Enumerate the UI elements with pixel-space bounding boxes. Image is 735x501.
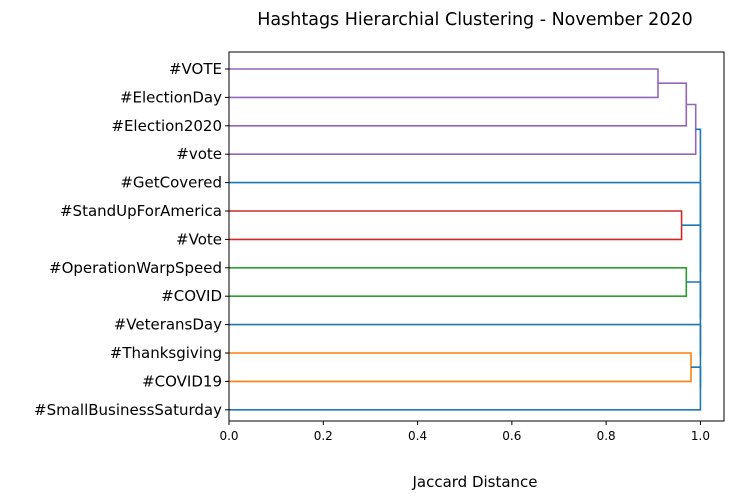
leaf-label: #Election2020 (111, 117, 222, 135)
dendrogram-link (229, 352, 692, 383)
dendrogram-link (229, 366, 702, 411)
leaf-label: #VeteransDay (114, 316, 222, 334)
dendrogram-link (229, 181, 702, 273)
leaf-label: #Vote (176, 230, 222, 248)
leaf-label: #ElectionDay (120, 88, 222, 106)
x-tick-label: 0.8 (597, 429, 616, 443)
x-tick-label: 0.2 (314, 429, 333, 443)
leaf-label: #GetCovered (120, 174, 222, 192)
leaf-label: #COVID19 (142, 372, 222, 390)
dendrogram-links (229, 68, 702, 411)
x-axis-ticks: 0.0 0.2 0.4 0.6 0.8 1.0 (219, 421, 710, 443)
x-tick-label: 0.4 (408, 429, 427, 443)
leaf-label: #OperationWarpSpeed (49, 259, 222, 277)
dendrogram-link (229, 267, 688, 297)
leaf-label: #VOTE (169, 60, 222, 78)
dendrogram-link (229, 68, 659, 99)
dendrogram-link (229, 82, 688, 127)
leaf-label: #SmallBusinessSaturday (34, 401, 222, 419)
dendrogram-link (686, 281, 702, 357)
leaf-labels: #VOTE #ElectionDay #Election2020 #vote #GetC… (34, 60, 229, 419)
dendrogram-link (229, 323, 702, 389)
x-tick-label: 0.6 (502, 429, 521, 443)
plot-frame (228, 51, 725, 422)
x-tick-label: 0.0 (219, 429, 238, 443)
leaf-label: #COVID (161, 287, 222, 305)
x-tick-label: 1.0 (691, 429, 710, 443)
dendrogram-link (695, 128, 702, 228)
chart-title: Hashtags Hierarchial Clustering - Novemb… (257, 10, 692, 30)
dendrogram-link (681, 224, 702, 320)
leaf-label: #Thanksgiving (110, 344, 222, 362)
dendrogram-link (229, 210, 683, 241)
leaf-label: #StandUpForAmerica (60, 202, 222, 220)
leaf-label: #vote (176, 145, 222, 163)
dendrogram-link (229, 103, 697, 155)
x-axis-title: Jaccard Distance (411, 473, 537, 491)
